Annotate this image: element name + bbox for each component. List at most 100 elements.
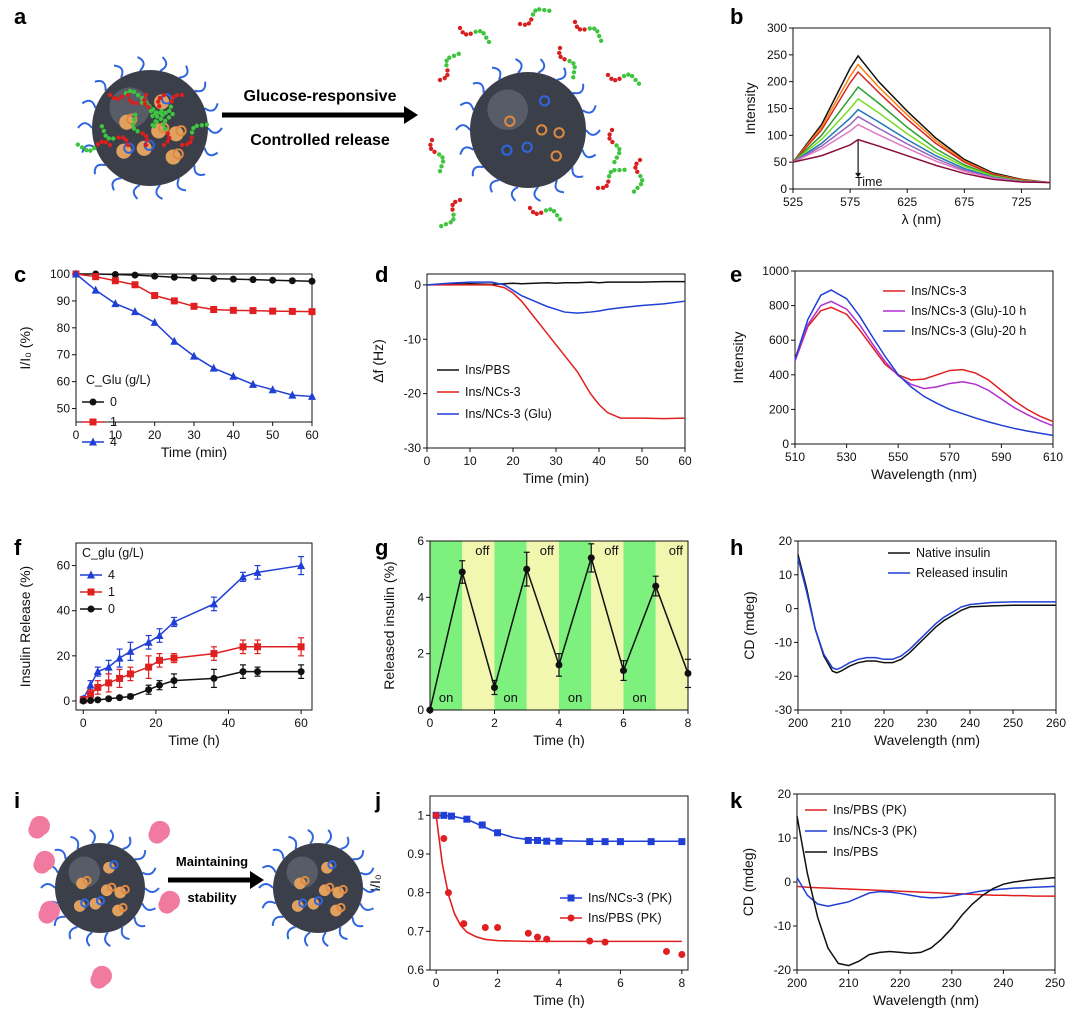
loop-ring [536, 124, 548, 136]
chain-bead [150, 113, 155, 119]
chain-bead [84, 147, 89, 153]
x-tick-label: 210 [831, 716, 851, 730]
data-point [678, 838, 686, 846]
data-point [426, 706, 434, 714]
surface-chain [104, 931, 111, 947]
cargo-dot [76, 877, 88, 890]
surface-chain [322, 931, 329, 947]
chain-bead [473, 29, 478, 35]
series-line [82, 646, 302, 701]
chain-bead [99, 139, 104, 145]
plot-frame [75, 542, 313, 711]
surface-chain [178, 65, 189, 79]
series-line [796, 877, 1056, 907]
data-point [210, 275, 218, 283]
series-line [82, 564, 302, 700]
data-point [463, 815, 471, 823]
loop-ring [325, 882, 335, 892]
surface-peg [75, 139, 113, 153]
schematic-a: Glucose-responsive Controlled release [75, 7, 645, 229]
legend-label: 0 [110, 395, 117, 409]
y-tick-label: 50 [774, 155, 788, 169]
loop-ring [300, 875, 310, 886]
released-insulin-peg [527, 205, 563, 222]
y-tick-label: -20 [404, 387, 422, 401]
x-tick-label: 2 [494, 976, 501, 990]
data-point [297, 561, 306, 570]
data-point [170, 297, 178, 305]
data-point [116, 674, 124, 682]
chain-bead [106, 136, 111, 141]
chain-bead [168, 104, 174, 109]
y-tick-label: 20 [779, 534, 793, 548]
cargo-dot [332, 886, 345, 899]
chain-bead [562, 57, 567, 62]
chain-bead [166, 108, 172, 114]
chain-bead [123, 138, 129, 143]
data-point [229, 371, 238, 380]
data-point [151, 272, 159, 280]
panel-label-i: i [14, 788, 20, 813]
chain-bead [134, 101, 140, 106]
chain-bead [617, 76, 622, 81]
cargo-dot [89, 897, 102, 910]
nanocapsule-core [55, 843, 145, 933]
chain-bead [605, 72, 611, 78]
chain-bead [622, 167, 627, 173]
chain-bead [530, 209, 536, 215]
chain-bead [557, 217, 563, 222]
x-axis-label: Wavelength (nm) [874, 732, 980, 748]
surface-chain [85, 931, 93, 947]
legend-marker [87, 570, 95, 579]
surface-chain [359, 902, 374, 911]
band-label-off: off [604, 543, 619, 558]
cargo-dot [165, 149, 181, 165]
y-tick-label: 0 [782, 437, 789, 451]
chain-bead [607, 136, 612, 141]
x-tick-label: 20 [149, 716, 163, 730]
data-point [210, 306, 218, 314]
y-tick-label: 10 [778, 831, 792, 845]
nanocapsule-loaded [77, 56, 223, 200]
x-tick-label: 40 [592, 454, 606, 468]
data-point [145, 663, 153, 671]
y-tick-label: 60 [57, 375, 71, 389]
data-point [555, 837, 563, 845]
data-point [155, 631, 164, 640]
data-point [145, 686, 153, 694]
legend-marker [567, 914, 575, 922]
chain-bead [204, 122, 210, 127]
x-tick-label: 250 [1003, 716, 1023, 730]
y-tick-label: 0 [63, 694, 70, 708]
chain-bead [595, 29, 600, 34]
panel-label-c: c [14, 262, 26, 287]
data-point [144, 637, 153, 646]
chain-bead [447, 55, 452, 60]
chain-bead [572, 65, 577, 70]
chain-bead [484, 35, 489, 40]
chain-bead [631, 189, 637, 194]
data-point [253, 567, 262, 576]
cargo-dot [307, 897, 320, 910]
chain-bead [444, 63, 449, 68]
data-point [555, 661, 563, 669]
chain-bead [161, 122, 166, 127]
surface-chain [572, 83, 585, 95]
chain-bead [115, 96, 121, 102]
protease-shape [148, 820, 170, 844]
y-tick-label: 0.7 [407, 924, 424, 938]
data-point [239, 643, 247, 651]
x-tick-label: 250 [1045, 976, 1065, 990]
nanocapsule-highlight [286, 856, 318, 888]
chain-bead [174, 92, 180, 98]
x-tick-label: 610 [1043, 450, 1063, 464]
data-point [297, 668, 305, 676]
x-tick-label: 210 [839, 976, 859, 990]
surface-chain [262, 865, 277, 874]
chain-bead [557, 45, 563, 51]
chain-bead [481, 31, 486, 36]
series-line [792, 97, 1051, 184]
arrow-head [404, 106, 418, 124]
